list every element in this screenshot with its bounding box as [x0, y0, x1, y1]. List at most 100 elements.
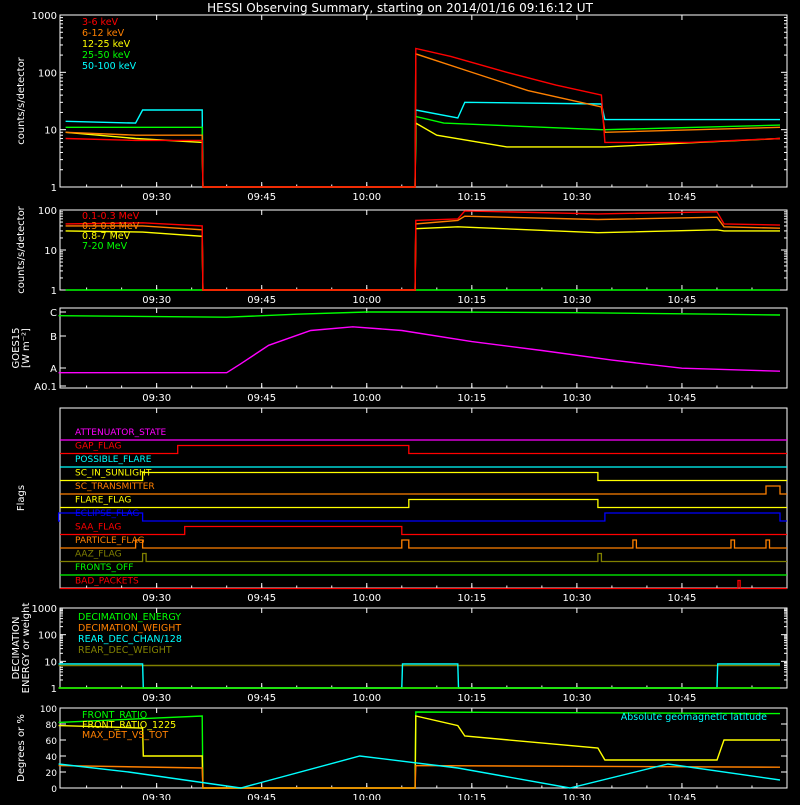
y-tick-label: 1 — [51, 286, 57, 297]
flag-trace-sc-transmitter — [60, 485, 787, 495]
y-tick-label: 20 — [46, 769, 58, 779]
series-12-25-kev — [65, 121, 781, 188]
flag-label-saa-flag: SAA_FLAG — [75, 523, 121, 533]
chart-title: HESSI Observing Summary, starting on 201… — [207, 1, 593, 15]
series-50-100-kev — [65, 101, 780, 188]
series-front-ratio-1225 — [58, 715, 780, 789]
count-rates-frame — [59, 14, 788, 188]
legend-front-ratio: FRONT_RATIO — [82, 710, 147, 721]
flag-label-flare-flag: FLARE_FLAG — [75, 496, 131, 506]
goes-ylabel: GOES15 — [11, 327, 22, 368]
y-tick-label: 80 — [46, 721, 58, 731]
series-rear-dec-chan-128 — [58, 663, 780, 689]
y-tick-label: 0 — [51, 785, 57, 795]
x-tick-label: 09:45 — [247, 295, 276, 306]
legend-rear-dec-weight: REAR_DEC_WEIGHT — [78, 645, 172, 656]
legend-50-100-kev: 50-100 keV — [82, 61, 137, 72]
y-tick-label: 10 — [44, 246, 57, 257]
x-tick-label: 10:00 — [352, 693, 381, 704]
flag-trace-sc-in-sunlight — [60, 471, 787, 482]
series-0-1-0-3-mev — [65, 210, 781, 291]
x-tick-label: 09:30 — [142, 393, 171, 404]
x-tick-label: 09:30 — [142, 693, 171, 704]
legend-absolute-geomagnetic-latitude: Absolute geomagnetic latitude — [621, 712, 767, 723]
x-tick-label: 10:15 — [457, 793, 486, 800]
y-tick-label: C — [50, 308, 57, 319]
series-goes-long — [58, 326, 781, 374]
x-tick-label: 10:45 — [668, 593, 697, 604]
flag-label-attenuator-state: ATTENUATOR_STATE — [75, 428, 167, 438]
x-tick-label: 10:30 — [562, 793, 591, 800]
x-tick-label: 10:15 — [457, 693, 486, 704]
x-tick-label: 09:45 — [247, 693, 276, 704]
flags-panel: 09:30 09:45 10:00 10:15 10:30 10:45 Flags ATTEN… — [16, 407, 788, 604]
y-tick-label: 10 — [44, 126, 57, 137]
x-tick-label: 10:15 — [457, 393, 486, 404]
x-tick-label: 10:15 — [457, 593, 486, 604]
legend-rear-dec-chan-128: REAR_DEC_CHAN/128 — [78, 634, 182, 645]
x-tick-label: 10:30 — [562, 192, 591, 203]
ratios-panel: 09:30 09:45 10:00 10:15 10:30 10:45 0 20 40 60 80 1… — [16, 705, 788, 804]
series-goes-short — [58, 311, 781, 318]
series-absolute-geomagnetic-latitude — [58, 755, 781, 789]
legend-12-25-kev: 12-25 keV — [82, 39, 131, 50]
x-tick-label: 09:45 — [247, 793, 276, 800]
x-tick-label: 10:30 — [562, 393, 591, 404]
x-tick-label: 09:45 — [247, 393, 276, 404]
goes-ylabel: [W m⁻²] — [21, 328, 32, 368]
x-tick-label: 10:15 — [457, 295, 486, 306]
y-tick-label: 10 — [44, 657, 57, 668]
legend-max-det-vs-tot: MAX_DET_VS_TOT — [82, 730, 168, 741]
legend-6-12-kev: 6-12 keV — [82, 28, 125, 39]
x-tick-label: 10:30 — [562, 593, 591, 604]
high-energy-rates-frame — [59, 209, 788, 291]
legend-7-20-mev: 7-20 MeV — [82, 241, 128, 252]
flag-trace-gap-flag — [60, 444, 787, 455]
y-tick-label: 100 — [38, 206, 57, 217]
legend-front-ratio-1225: FRONT_RATIO_1225 — [82, 720, 176, 731]
ratios-ylabel: Degrees or % — [16, 714, 27, 782]
flag-label-aaz-flag: AAZ_FLAG — [75, 550, 122, 560]
decimation-ylabel: DECIMATION — [11, 616, 22, 679]
flag-label-possible-flare: POSSIBLE_FLARE — [75, 455, 152, 465]
legend-decimation-energy: DECIMATION_ENERGY — [78, 612, 181, 623]
flag-trace-flare-flag — [60, 498, 787, 509]
y-tick-label: 60 — [46, 737, 58, 747]
legend-3-6-kev: 3-6 keV — [82, 17, 119, 28]
series-6-12-kev — [65, 52, 781, 188]
legend-0-1-0-3-mev: 0.1-0.3 MeV — [82, 211, 140, 222]
x-tick-label: 10:00 — [352, 393, 381, 404]
flag-label-eclipse-flag: ECLIPSE_FLAG — [75, 509, 139, 519]
x-tick-label: 10:30 — [562, 295, 591, 306]
y-tick-label: B — [50, 332, 57, 343]
count-rates-ylabel: counts/s/detector — [16, 56, 27, 144]
legend-25-50-kev: 25-50 keV — [82, 50, 131, 61]
flag-trace-bad-packets — [60, 579, 787, 590]
x-tick-label: 10:00 — [352, 192, 381, 203]
y-tick-label: 1000 — [32, 11, 57, 22]
x-tick-label: 10:45 — [668, 793, 697, 800]
x-tick-label: 10:30 — [562, 693, 591, 704]
y-tick-label: 100 — [38, 631, 57, 642]
legend-0-3-0-8-mev: 0.3-0.8 MeV — [82, 221, 140, 232]
flag-trace-saa-flag — [60, 525, 787, 536]
flag-label-particle-flag: PARTICLE_FLAG — [75, 536, 145, 546]
y-tick-label: 1 — [51, 183, 57, 194]
series-max-det-vs-tot — [58, 764, 781, 789]
x-tick-label: 10:15 — [457, 192, 486, 203]
flag-label-gap-flag: GAP_FLAG — [75, 442, 121, 452]
x-tick-label: 09:30 — [142, 295, 171, 306]
y-tick-label: A0.1 — [34, 382, 57, 393]
flag-trace-eclipse-flag — [57, 512, 787, 522]
legend-decimation-weight: DECIMATION_WEIGHT — [78, 623, 181, 634]
series-0-8-7-mev — [65, 226, 780, 291]
flags-ylabel: Flags — [16, 485, 27, 511]
x-tick-label: 10:00 — [352, 295, 381, 306]
decimation-ylabel: ENERGY or weight — [21, 603, 32, 694]
x-tick-label: 10:45 — [668, 393, 697, 404]
goes-panel: 09:30 09:45 10:00 10:15 10:30 10:45 A0.1 A B C GOE… — [11, 307, 788, 404]
x-tick-label: 10:00 — [352, 593, 381, 604]
x-tick-label: 09:45 — [247, 593, 276, 604]
y-tick-label: 1000 — [32, 604, 57, 615]
